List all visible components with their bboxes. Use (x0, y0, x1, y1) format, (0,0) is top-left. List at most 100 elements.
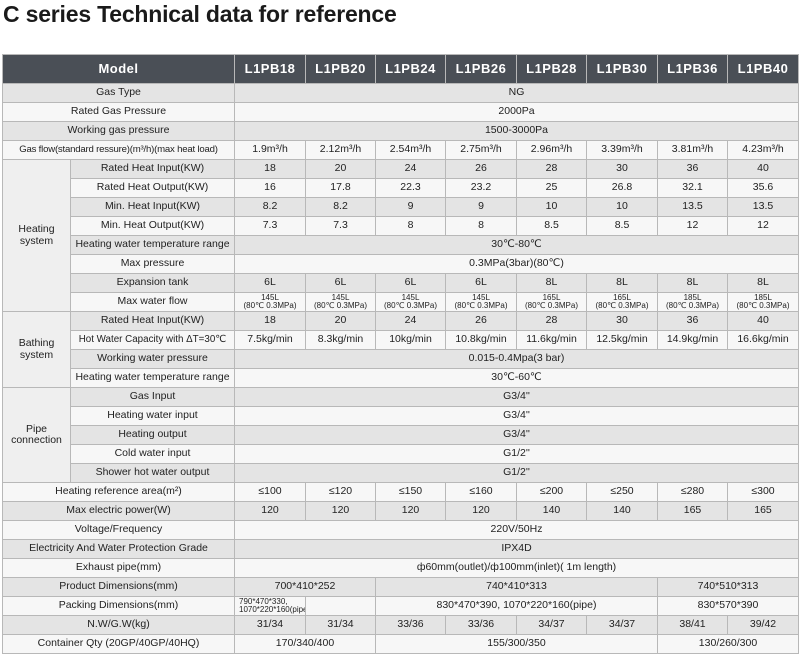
row-cell: 33/36 (445, 615, 517, 635)
group-label: connection (11, 434, 62, 446)
row-cell: 30 (586, 159, 658, 179)
flow-condition: (80℃ 0.3MPa) (313, 301, 367, 310)
row-cell: 2.54m³/h (375, 140, 446, 160)
row-cell: 165 (727, 501, 799, 521)
table-row: Max electric power(W) 120 120 120 120 14… (2, 501, 799, 521)
group-label: Pipe (25, 422, 47, 435)
row-cell: 4.23m³/h (727, 140, 799, 160)
table-row: Heating water temperature range 30℃-60℃ (3, 368, 799, 388)
row-cell: 6L (305, 273, 376, 293)
row-cell: ≤250 (586, 482, 658, 502)
row-label: Heating water input (70, 406, 235, 426)
group-label: system (19, 234, 54, 247)
table-row: Packing Dimensions(mm) 790*470*330, 1070… (2, 596, 799, 616)
row-cell: 145L (80℃ 0.3MPa) (445, 292, 517, 312)
row-label: Electricity And Water Protection Grade (2, 539, 235, 559)
row-cell: 165L (80℃ 0.3MPa) (586, 292, 658, 312)
flow-condition: (80℃ 0.3MPa) (383, 301, 437, 310)
row-label: Container Qty (20GP/40GP/40HQ) (2, 634, 235, 654)
row-cell: 8 (445, 216, 517, 236)
table-row: Heating water input G3/4'' (3, 406, 799, 426)
row-cell: 120 (375, 501, 446, 521)
table-row: Cold water input G1/2'' (3, 444, 799, 464)
row-cell: 10kg/min (375, 330, 446, 350)
row-cell: 10.8kg/min (445, 330, 517, 350)
row-cell: 18 (234, 159, 306, 179)
row-cell: 13.5 (727, 197, 799, 217)
row-cell: 9 (445, 197, 517, 217)
group-label: system (19, 348, 54, 361)
row-cell: 9 (375, 197, 446, 217)
row-cell: 14.9kg/min (657, 330, 728, 350)
model-header-cell: L1PB30 (586, 54, 658, 84)
row-cell: ≤150 (375, 482, 446, 502)
row-cell: 145L (80℃ 0.3MPa) (234, 292, 306, 312)
model-header: Model (2, 54, 235, 84)
row-value: G1/2'' (234, 463, 799, 483)
row-cell: 16 (234, 178, 306, 198)
row-label: Rated Heat Input(KW) (70, 159, 235, 179)
row-cell: 6L (445, 273, 517, 293)
table-row: Min. Heat Output(KW) 7.3 7.3 8 8 8.5 8.5… (3, 216, 799, 236)
row-label: Cold water input (70, 444, 235, 464)
row-cell: 8L (727, 273, 799, 293)
row-cell: 18 (234, 311, 306, 331)
row-cell: 740*410*313 (375, 577, 658, 597)
row-cell: 8.2 (234, 197, 306, 217)
table-row: Working gas pressure 1500-3000Pa (2, 121, 799, 141)
row-cell: 2.75m³/h (445, 140, 517, 160)
model-header-cell: L1PB28 (516, 54, 587, 84)
row-label: Gas flow(standard ressure)(m³/h)(max hea… (2, 140, 235, 160)
row-label: Voltage/Frequency (2, 520, 235, 540)
row-cell: 130/260/300 (657, 634, 799, 654)
row-cell: 1.9m³/h (234, 140, 306, 160)
flow-condition: (80℃ 0.3MPa) (243, 301, 297, 310)
row-label: Heating reference area(m²) (2, 482, 235, 502)
row-cell: 8.3kg/min (305, 330, 376, 350)
row-cell: 155/300/350 (375, 634, 658, 654)
row-label: Max pressure (70, 254, 235, 274)
row-cell: 12 (727, 216, 799, 236)
row-value: NG (234, 83, 799, 103)
model-header-cell: L1PB36 (657, 54, 728, 84)
table-row: Bathing system Rated Heat Input(KW) 18 2… (2, 311, 799, 388)
row-cell: 38/41 (657, 615, 728, 635)
table-row: Min. Heat Input(KW) 8.2 8.2 9 9 10 10 13… (3, 197, 799, 217)
row-value: 30℃-80℃ (234, 235, 799, 255)
row-cell: 34/37 (586, 615, 658, 635)
row-cell: 35.6 (727, 178, 799, 198)
table-row: Product Dimensions(mm) 700*410*252 740*4… (2, 577, 799, 597)
row-cell: 16.6kg/min (727, 330, 799, 350)
model-header-cell: L1PB24 (375, 54, 446, 84)
table-row: Electricity And Water Protection Grade I… (2, 539, 799, 559)
row-cell: 24 (375, 159, 446, 179)
header-row: Model L1PB18 L1PB20 L1PB24 L1PB26 L1PB28… (2, 54, 799, 84)
row-cell: 7.3 (234, 216, 306, 236)
row-cell: 165L (80℃ 0.3MPa) (516, 292, 587, 312)
row-label: Heating water temperature range (70, 368, 235, 388)
flow-condition: (80℃ 0.3MPa) (524, 301, 578, 310)
row-cell: 8.2 (305, 197, 376, 217)
row-cell: 140 (516, 501, 587, 521)
row-cell: 31/34 (234, 615, 306, 635)
row-cell: ≤200 (516, 482, 587, 502)
table-row: Hot Water Capacity with ΔT=30℃ 7.5kg/min… (3, 330, 799, 350)
row-cell: 165 (657, 501, 728, 521)
group-label: Bathing (18, 337, 55, 350)
group-label: Heating (18, 223, 55, 236)
row-cell: 40 (727, 311, 799, 331)
row-cell: 25 (516, 178, 587, 198)
row-value: G3/4'' (234, 425, 799, 445)
row-label: Shower hot water output (70, 463, 235, 483)
row-cell: 8.5 (516, 216, 587, 236)
row-cell: ≤160 (445, 482, 517, 502)
row-cell: 28 (516, 311, 587, 331)
row-cell: 120 (234, 501, 306, 521)
table-row: Voltage/Frequency 220V/50Hz (2, 520, 799, 540)
row-value: 30℃-60℃ (234, 368, 799, 388)
row-cell (305, 596, 376, 616)
row-label: Rated Gas Pressure (2, 102, 235, 122)
technical-data-table: Model L1PB18 L1PB20 L1PB24 L1PB26 L1PB28… (2, 54, 799, 654)
row-cell: 40 (727, 159, 799, 179)
bathing-system-group: Bathing system (2, 311, 71, 388)
